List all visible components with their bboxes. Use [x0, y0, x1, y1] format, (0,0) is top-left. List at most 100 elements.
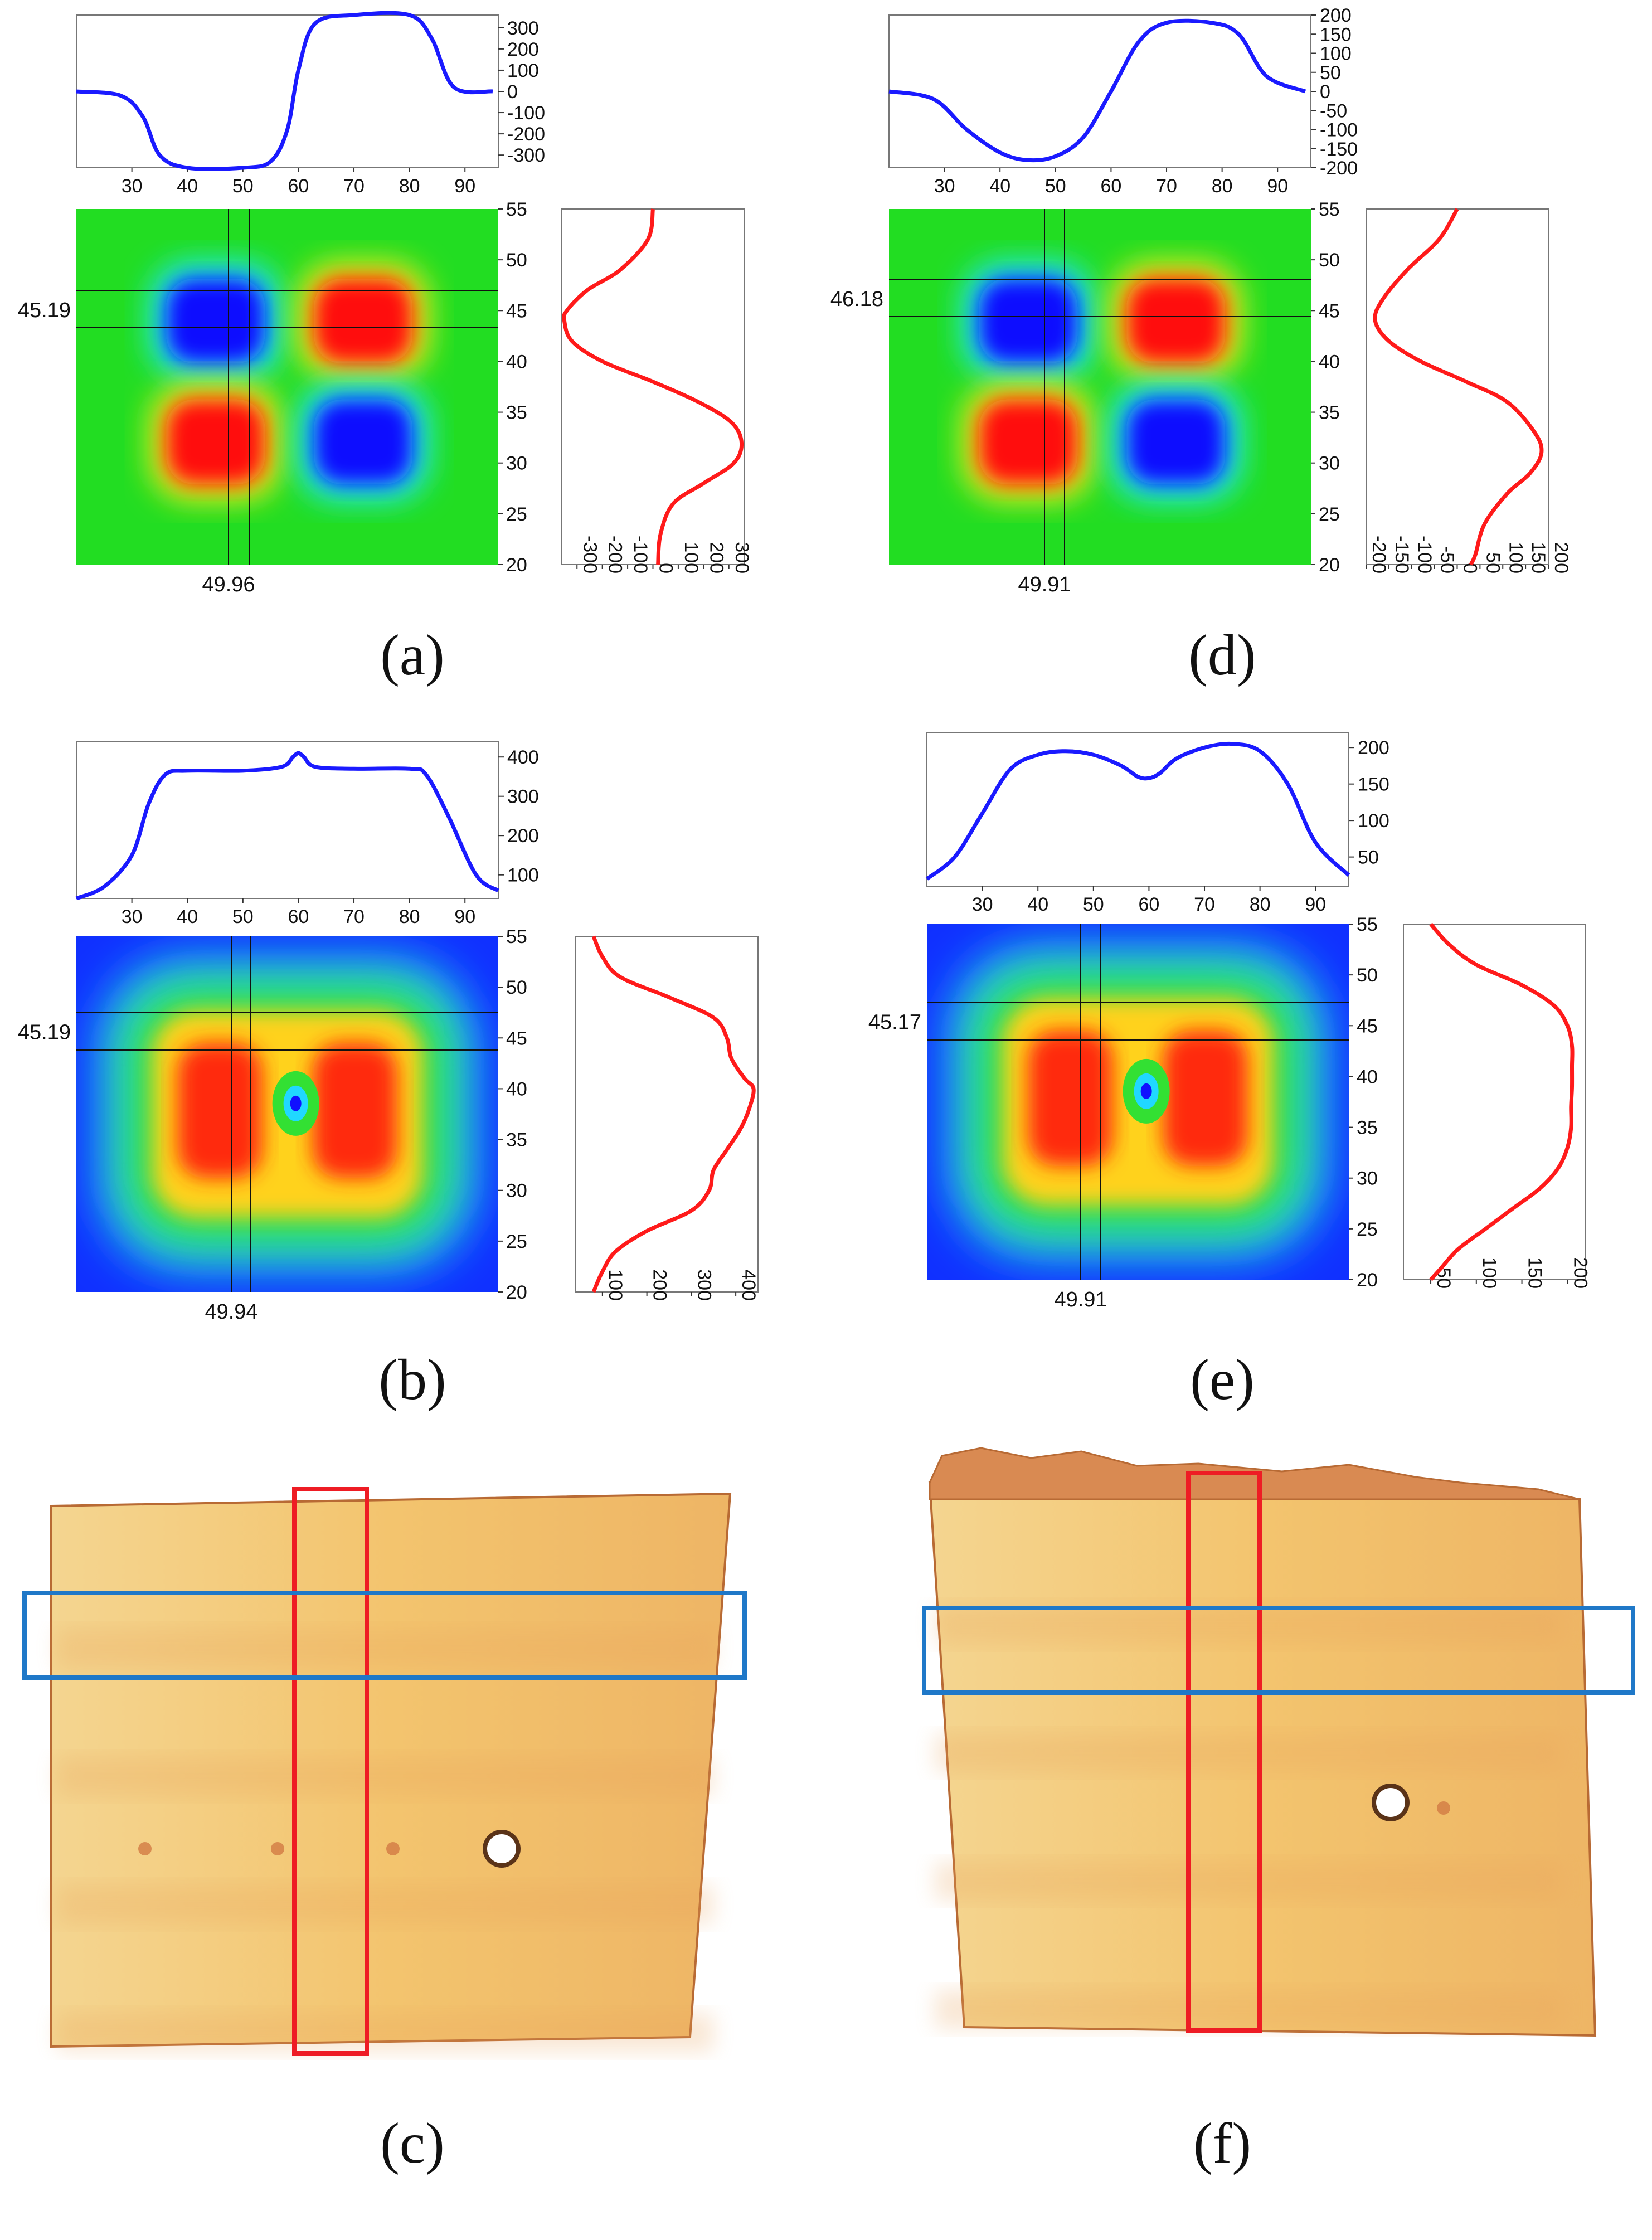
top-xtick-label: 70	[1194, 894, 1215, 915]
right-profile-d: -200 -150 -100 -50 0 50 100 150 200	[1366, 208, 1572, 574]
map-ytick-label: 45	[1357, 1015, 1378, 1037]
top-ytick-label: 50	[1358, 847, 1379, 868]
map-ytick-label: 55	[506, 199, 527, 220]
specimen-defect-spot	[386, 1842, 400, 1855]
map-e: 55 50 45 40 35 30 25 20 45.17 49.91	[868, 914, 1378, 1311]
top-profile-frame	[926, 732, 1349, 887]
map-ytick-label: 50	[506, 977, 527, 998]
map-ytick-label: 40	[1319, 351, 1340, 372]
right-xtick-label: 150	[1528, 542, 1549, 574]
top-xtick-label: 70	[1156, 176, 1177, 197]
specimen-streak	[935, 1862, 1563, 1901]
top-xtick-label: 60	[1139, 894, 1160, 915]
right-profile-frame	[1403, 924, 1586, 1280]
top-xtick-label: 80	[1212, 176, 1233, 197]
map-a: 55 50 45 40 35 30 25 20 45.19 49.96	[18, 199, 527, 596]
horizontal-profile-line	[75, 751, 500, 901]
cursor-y-readout: 45.19	[18, 299, 71, 322]
cursor-y-readout: 46.18	[830, 288, 883, 311]
map-ytick-label: 35	[1357, 1117, 1378, 1139]
right-xtick-label: -50	[1437, 546, 1458, 574]
top-xtick-label: 90	[1305, 894, 1326, 915]
map-ytick-label: 50	[1319, 250, 1340, 271]
top-ytick-label: 150	[1358, 774, 1389, 795]
horizontal-profile-line	[925, 741, 1350, 881]
top-ytick-label: 100	[1320, 43, 1352, 65]
roi-vertical-box	[1186, 1471, 1262, 2033]
top-ytick-label: 150	[1320, 24, 1352, 45]
map-ytick-label: 55	[506, 926, 527, 947]
cursor-x-readout: 49.91	[1054, 1288, 1107, 1311]
right-xtick-label: 0	[655, 563, 677, 574]
map-ytick-label: 45	[506, 1028, 527, 1049]
horizontal-profile-line	[888, 18, 1306, 163]
map-ytick-label: 45	[506, 300, 527, 322]
map-blob-core	[166, 399, 265, 485]
map-background	[889, 209, 1311, 565]
map-blob-core	[979, 399, 1078, 485]
right-profile-frame	[561, 208, 745, 565]
right-xtick-label: 200	[706, 542, 727, 574]
right-xtick-label: -300	[579, 536, 600, 574]
map-lobe-red	[312, 1043, 397, 1178]
map-ytick-label: 55	[1319, 199, 1340, 220]
top-ytick-label: 0	[507, 81, 518, 103]
roi-vertical-box	[292, 1487, 369, 2056]
top-ytick-label: 200	[507, 825, 539, 847]
top-ytick-label: -300	[507, 145, 545, 166]
top-xtick-label: 80	[399, 176, 420, 197]
right-xtick-label: 100	[1505, 542, 1526, 574]
specimen-streak	[935, 1733, 1563, 1772]
top-xtick-label: 50	[1083, 894, 1104, 915]
specimen-streak	[935, 1990, 1563, 2029]
top-ytick-label: 100	[507, 60, 539, 81]
top-xtick-label: 90	[454, 176, 475, 197]
map-lobe-red	[1163, 1031, 1248, 1166]
top-ytick-label: 200	[1358, 737, 1389, 759]
cursor-y-readout: 45.19	[18, 1021, 71, 1044]
map-lobe-red	[1028, 1031, 1113, 1166]
top-xtick-label: 30	[122, 176, 143, 197]
top-ytick-label: 0	[1320, 81, 1330, 103]
right-profile-frame	[1366, 208, 1549, 565]
map-center-dot	[290, 1095, 302, 1111]
specimen-hole	[487, 1834, 516, 1863]
specimen-streak	[935, 1605, 1563, 1644]
map-ytick-label: 40	[506, 1078, 527, 1100]
map-image	[889, 209, 1311, 565]
map-blob-core	[979, 278, 1078, 364]
right-xtick-label: -100	[630, 536, 651, 574]
top-ytick-label: 300	[507, 18, 539, 39]
cursor-x-readout: 49.96	[202, 573, 255, 596]
top-ytick-label: 300	[507, 786, 539, 808]
map-ytick-label: 30	[1319, 453, 1340, 474]
roi-horizontal-box	[22, 1591, 747, 1680]
panel-label-e: (e)	[1190, 1348, 1254, 1412]
specimen-defect-spot	[138, 1842, 152, 1855]
top-ytick-label: 200	[1320, 5, 1352, 26]
top-xtick-label: 50	[1045, 176, 1066, 197]
map-blob-core	[314, 399, 413, 485]
top-profile-frame	[888, 14, 1311, 168]
map-d: 55 50 45 40 35 30 25 20 46.18 49.91	[830, 199, 1340, 596]
top-xtick-label: 40	[177, 176, 198, 197]
right-xtick-label: -200	[1368, 536, 1389, 574]
top-xtick-label: 30	[934, 176, 955, 197]
top-xtick-label: 50	[232, 906, 254, 927]
specimen-streak	[57, 1885, 713, 1924]
right-xtick-label: 50	[1482, 552, 1503, 574]
right-xtick-label: 50	[1433, 1267, 1454, 1289]
top-profile-frame	[76, 741, 499, 899]
panel-label-f: (f)	[1193, 2111, 1251, 2175]
vertical-profile-line	[591, 935, 756, 1293]
map-image	[76, 936, 498, 1292]
right-xtick-label: 100	[1479, 1257, 1500, 1289]
map-b: 55 50 45 40 35 30 25 20 45.19 49.94	[18, 926, 527, 1324]
top-ytick-label: -100	[1320, 120, 1358, 141]
specimen-defect-spot	[1437, 1801, 1450, 1815]
map-blob-core	[1126, 399, 1226, 485]
map-ytick-label: 20	[506, 555, 527, 576]
top-xtick-label: 70	[343, 906, 365, 927]
